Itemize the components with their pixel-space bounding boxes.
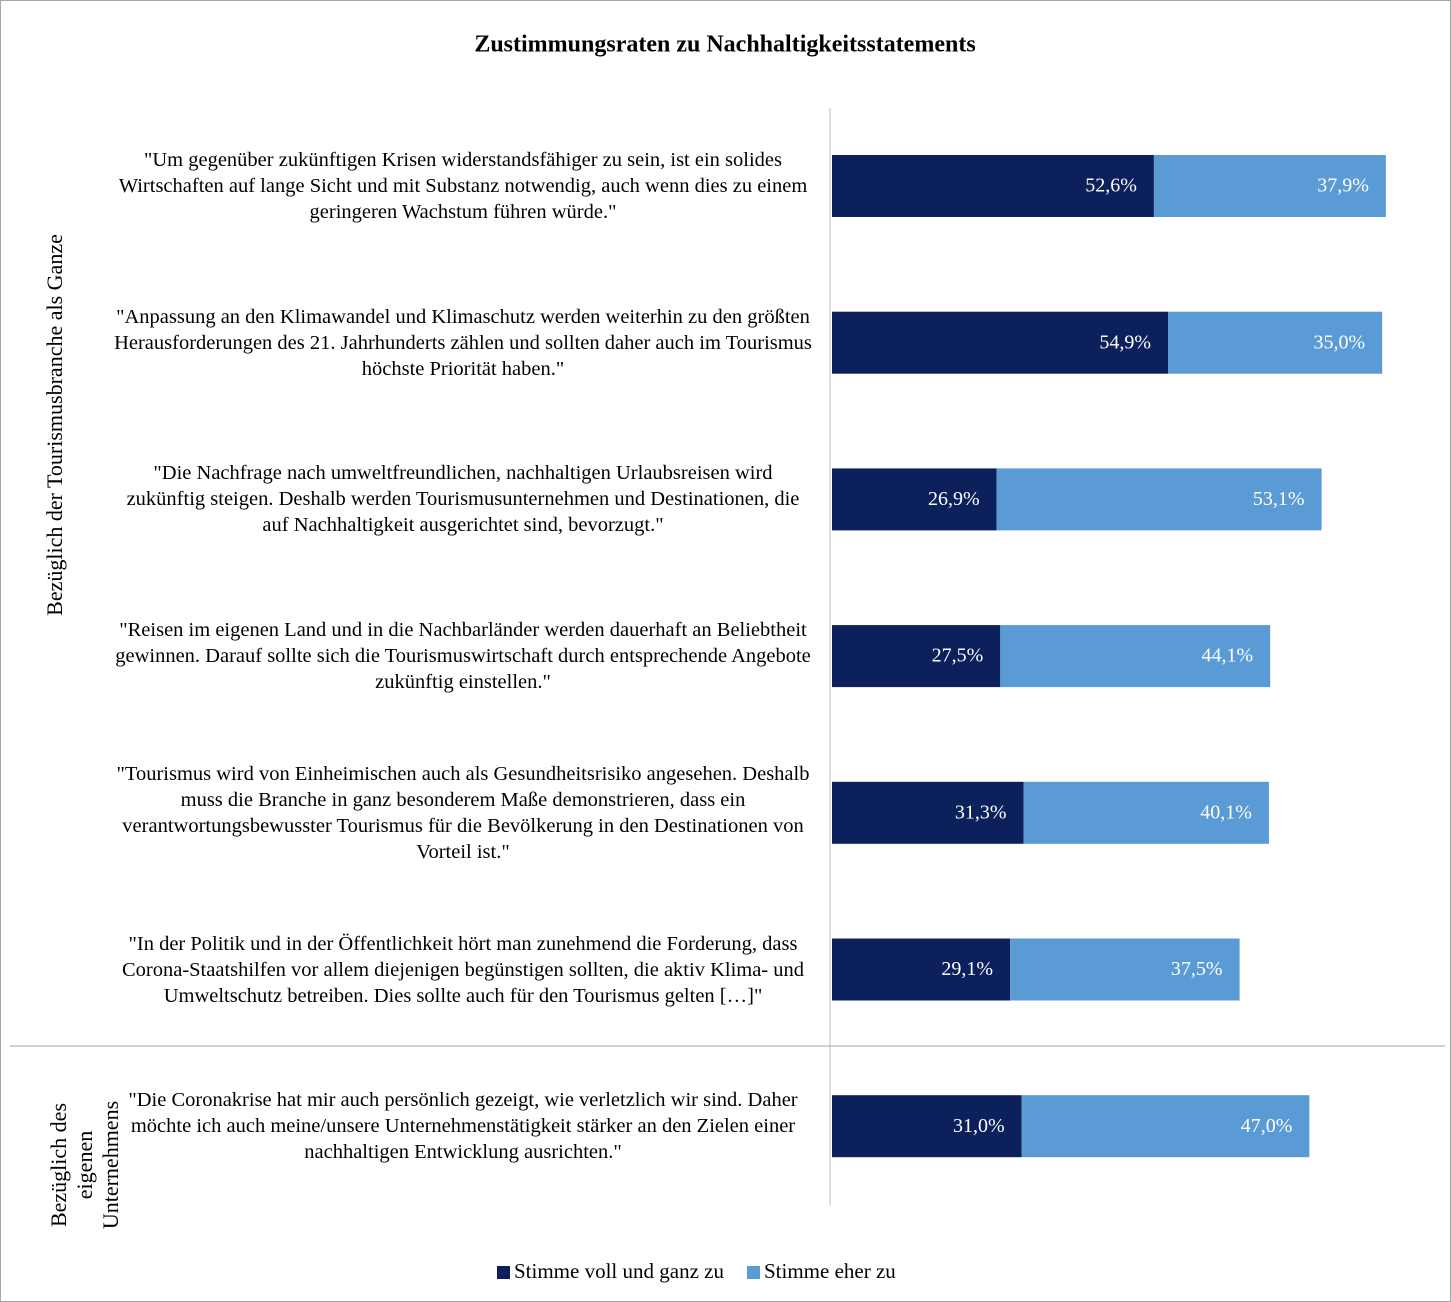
bar-segment (1167, 311, 1383, 374)
data-label: 37,9% (1317, 175, 1369, 197)
legend-swatch (746, 1266, 760, 1279)
category-label: "Die Coronakrise hat mir auch persönlich… (128, 1089, 798, 1164)
category-label: "Tourismus wird von Einheimischen auch a… (116, 762, 810, 863)
data-label: 29,1% (941, 958, 993, 980)
data-label: 53,1% (1253, 488, 1305, 510)
bar-segment (832, 311, 1168, 374)
category-label: "Um gegenüber zukünftigen Krisen widerst… (118, 149, 808, 223)
data-label: 26,9% (928, 488, 980, 510)
data-label: 47,0% (1241, 1115, 1293, 1137)
data-label: 31,3% (955, 801, 1007, 823)
data-label: 54,9% (1099, 331, 1151, 353)
data-label: 37,5% (1171, 958, 1223, 980)
legend-swatch (497, 1266, 510, 1279)
data-label: 35,0% (1314, 331, 1366, 353)
legend-label: Stimme eher zu (764, 1259, 896, 1283)
bar-segment (832, 938, 1011, 1001)
bar-segment (832, 155, 1154, 217)
legend-label: Stimme voll und ganz zu (514, 1259, 724, 1283)
category-label: "Die Nachfrage nach umweltfreundlichen, … (126, 462, 800, 537)
data-label: 31,0% (953, 1115, 1005, 1137)
chart-title: Zustimmungsraten zu Nachhaltigkeitsstate… (474, 32, 975, 58)
bar-segment (1000, 625, 1271, 688)
bar-segment (832, 468, 997, 531)
category-label: "Reisen im eigenen Land und in die Nachb… (115, 619, 811, 694)
group-label: Bezüglich der Tourismusbranche als Ganze (42, 234, 67, 616)
bar-segment (1023, 781, 1269, 844)
bar-segment (832, 625, 1001, 688)
data-label: 27,5% (932, 645, 984, 667)
category-label: "In der Politik und in der Öffentlichkei… (121, 932, 805, 1007)
bar-segment (832, 781, 1024, 844)
category-label: "Anpassung an den Klimawandel und Klimas… (114, 305, 812, 380)
bar-segment (996, 468, 1322, 531)
data-label: 40,1% (1200, 801, 1252, 823)
bar-segment (1021, 1095, 1310, 1158)
bar-segment (832, 1095, 1022, 1158)
data-label: 44,1% (1202, 645, 1254, 667)
bar-segment (1153, 155, 1386, 217)
bar-segment (1010, 938, 1240, 1001)
data-label: 52,6% (1085, 175, 1137, 197)
